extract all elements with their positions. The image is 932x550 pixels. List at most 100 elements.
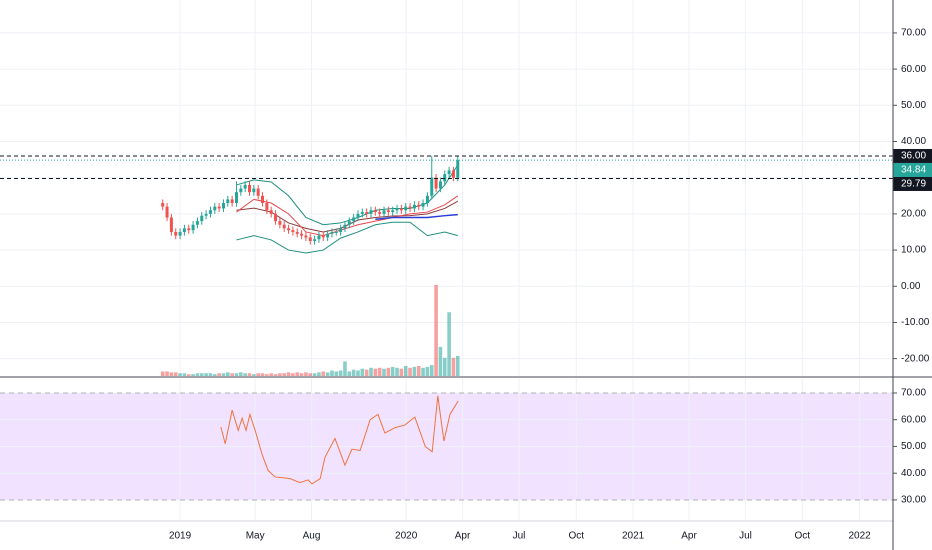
candle-body [447, 170, 451, 175]
candle-body [417, 204, 421, 207]
volume-bar [408, 367, 412, 376]
volume-bar [169, 372, 174, 376]
indicator-line [236, 164, 459, 226]
candle-body [165, 206, 169, 218]
volume-bar [421, 367, 425, 376]
candle-body [369, 210, 373, 214]
volume-bar [165, 371, 169, 376]
volume-bar [195, 373, 200, 376]
candle-body [430, 177, 434, 196]
volume-bar [364, 369, 369, 376]
candle-body [408, 206, 412, 209]
volume-bar [182, 373, 187, 376]
candle-body [282, 224, 286, 229]
candle-body [287, 228, 291, 231]
volume-bar [173, 372, 178, 376]
volume-bar [278, 373, 282, 376]
volume-bar [256, 373, 260, 376]
candle-body [217, 206, 221, 209]
candle-body [304, 235, 308, 238]
y-tick-label: 30.00 [901, 495, 926, 506]
candle-body [317, 235, 321, 240]
volume-bar [403, 365, 408, 376]
candle-body [243, 184, 247, 189]
volume-bar [204, 373, 208, 376]
volume-bar [395, 367, 399, 376]
volume-bar [212, 374, 217, 376]
candle-body [451, 170, 455, 178]
candle-body [221, 203, 225, 209]
price-label: 36.00 [901, 151, 926, 162]
volume-bar [269, 373, 273, 376]
candle-body [278, 221, 282, 225]
indicator-line [236, 200, 459, 233]
candle-body [204, 213, 208, 216]
indicator-line [236, 221, 458, 254]
volume-bar [399, 368, 404, 376]
candle-body [373, 210, 377, 213]
candle-body [326, 233, 330, 238]
volume-bar [230, 373, 234, 376]
x-tick-label: Oct [795, 531, 811, 542]
volume-bar [312, 373, 317, 376]
y-tick-label: 50.00 [901, 441, 926, 452]
candle-body [239, 188, 243, 193]
indicator-line [236, 195, 459, 237]
candle-body [339, 228, 343, 232]
y-tick-label: 40.00 [901, 468, 926, 479]
volume-bar [412, 366, 417, 376]
candle-body [412, 204, 416, 209]
candle-body [425, 195, 429, 204]
candle-body [269, 210, 273, 214]
volume-bar [234, 373, 239, 376]
y-tick-label: -10.00 [901, 317, 930, 328]
volume-bar [356, 370, 360, 376]
volume-bar [286, 372, 291, 376]
y-tick-label: 40.00 [901, 136, 926, 147]
indicator-line [375, 213, 458, 221]
volume-bar [260, 373, 265, 376]
volume-bar [208, 373, 213, 376]
candle-body [386, 210, 390, 213]
volume-bar [321, 371, 326, 376]
x-tick-label: Oct [568, 531, 584, 542]
y-tick-label: 70.00 [901, 388, 926, 399]
candle-body [313, 239, 317, 242]
candle-body [213, 206, 217, 211]
rsi-line [220, 395, 459, 485]
x-tick-label: Apr [455, 531, 471, 542]
candle-body [265, 203, 269, 211]
price-label: 29.79 [901, 179, 926, 190]
volume-bar [377, 367, 382, 376]
volume-bar [447, 312, 451, 376]
candle-body [200, 215, 204, 222]
volume-bar [425, 366, 430, 376]
candle-body [391, 210, 395, 213]
candle-body [161, 203, 165, 207]
volume-bar [178, 373, 182, 376]
volume-bar [243, 373, 247, 376]
x-tick-label: Jul [739, 531, 752, 542]
candle-body [187, 228, 191, 231]
x-tick-label: Apr [681, 531, 697, 542]
candle-body [334, 231, 338, 233]
volume-bar [455, 355, 460, 376]
volume-bar [343, 361, 347, 376]
volume-bar [291, 373, 295, 376]
candle-body [443, 174, 447, 182]
volume-bar [386, 367, 391, 376]
candle-body [208, 210, 212, 214]
volume-bar [334, 371, 339, 376]
volume-bar [317, 372, 321, 376]
candle-body [291, 230, 295, 232]
x-tick-label: 2020 [395, 531, 418, 542]
x-tick-label: 2021 [622, 531, 645, 542]
candle-body [248, 184, 252, 193]
candle-body [382, 210, 386, 214]
candle-body [360, 212, 364, 214]
volume-bar [299, 373, 304, 376]
volume-bar [325, 372, 330, 376]
volume-bar [273, 374, 278, 376]
y-tick-label: 10.00 [901, 245, 926, 256]
